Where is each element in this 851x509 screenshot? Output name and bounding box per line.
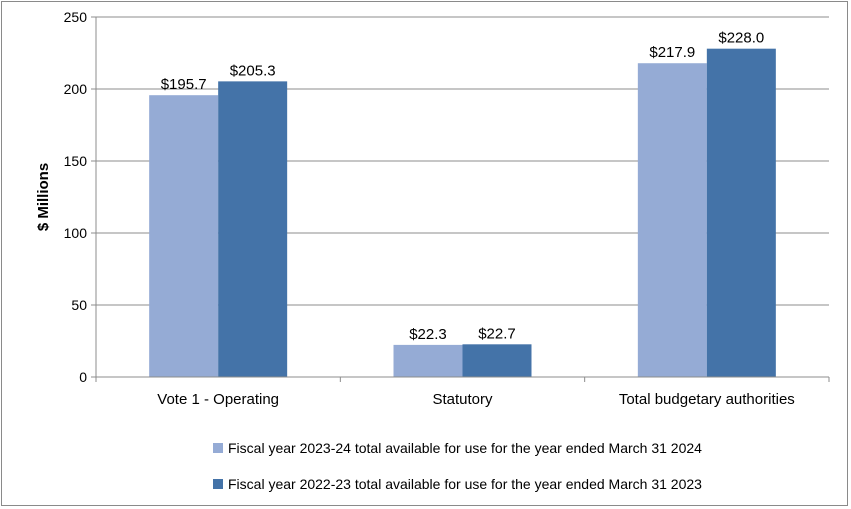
data-label: $205.3 — [230, 62, 276, 79]
legend-item-series-1: Fiscal year 2023-24 total available for … — [213, 440, 702, 456]
data-label: $22.3 — [409, 326, 447, 343]
x-category-label: Statutory — [432, 391, 493, 408]
legend-swatch-series-2 — [213, 479, 223, 489]
legend-item-series-2: Fiscal year 2022-23 total available for … — [213, 476, 702, 492]
legend-label-series-2: Fiscal year 2022-23 total available for … — [228, 476, 702, 492]
bar-series-2 — [706, 48, 776, 378]
data-label: $217.9 — [649, 44, 695, 61]
y-tick-label: 0 — [79, 369, 87, 385]
axes: 0 50 100 150 200 250 Vote 1 - Operating Statuto… — [64, 9, 830, 408]
y-axis-label: $ Millions — [35, 163, 52, 231]
y-tick-label: 250 — [64, 9, 88, 25]
legend-swatch-series-1 — [213, 443, 223, 453]
y-tick-label: 100 — [64, 225, 88, 241]
data-label: $22.7 — [478, 325, 516, 342]
data-label: $228.0 — [718, 30, 764, 47]
y-tick-label: 150 — [64, 153, 88, 169]
x-category-label: Vote 1 - Operating — [157, 391, 279, 408]
y-tick-label: 50 — [71, 297, 87, 313]
bar-series-2 — [462, 344, 532, 377]
bar-series-1 — [393, 344, 463, 377]
bar-series-1 — [149, 95, 219, 377]
bars: $195.7 $205.3 $22.3 $22.7 $217.9 $228.0 — [149, 30, 776, 378]
data-label: $195.7 — [161, 76, 207, 93]
x-category-label: Total budgetary authorities — [619, 391, 795, 408]
bar-series-2 — [218, 81, 288, 378]
bar-series-1 — [637, 63, 707, 377]
y-tick-label: 200 — [64, 81, 88, 97]
legend-label-series-1: Fiscal year 2023-24 total available for … — [228, 440, 702, 456]
